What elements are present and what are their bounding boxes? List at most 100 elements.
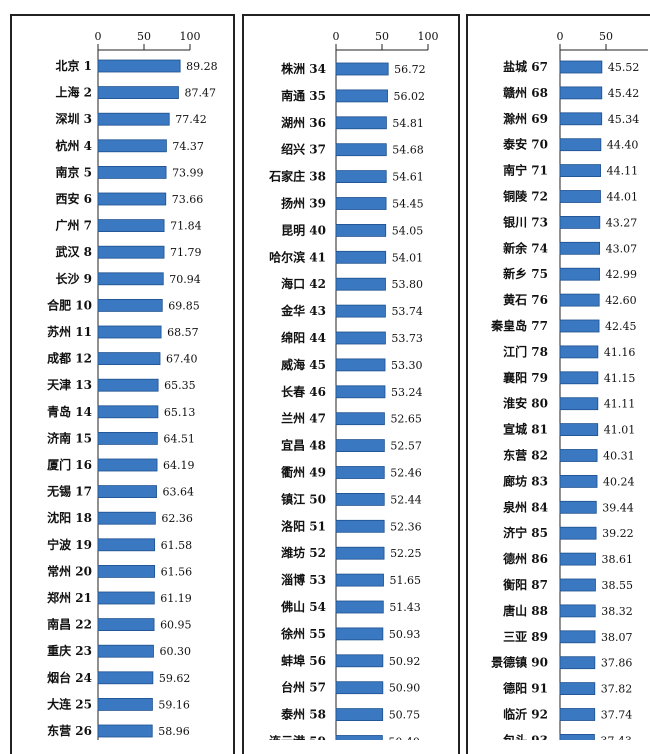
bar [559, 138, 602, 152]
category-label: 大连 25 [47, 696, 92, 711]
value-label: 56.02 [394, 90, 426, 103]
category-label: 三亚 89 [503, 630, 548, 644]
category-label: 淄博 53 [281, 572, 326, 587]
value-label: 52.65 [390, 413, 422, 426]
value-label: 37.74 [601, 709, 633, 722]
bar [97, 192, 167, 206]
value-label: 71.79 [170, 246, 202, 259]
value-label: 50.93 [389, 628, 421, 641]
bar [335, 627, 384, 641]
category-label: 衡阳 87 [503, 577, 548, 592]
category-label: 徐州 55 [280, 626, 326, 641]
category-label: 济宁 85 [503, 525, 548, 540]
category-label: 金华 43 [280, 303, 326, 318]
value-label: 53.30 [391, 359, 423, 372]
value-label: 61.19 [160, 592, 192, 605]
bar [559, 630, 596, 644]
value-label: 38.32 [601, 605, 633, 618]
bar [335, 170, 387, 184]
bar [335, 62, 389, 76]
bar [335, 277, 386, 291]
bar [559, 474, 598, 488]
category-label: 杭州 4 [55, 138, 92, 153]
value-label: 40.24 [603, 475, 635, 488]
category-label: 重庆 23 [47, 643, 92, 658]
value-label: 42.60 [605, 294, 637, 307]
category-label: 广州 7 [55, 218, 92, 233]
bar [335, 573, 384, 587]
bar [97, 431, 158, 445]
category-label: 德州 86 [503, 551, 548, 566]
category-label: 东营 26 [47, 723, 92, 738]
bar [559, 241, 601, 255]
category-label: 南京 5 [55, 164, 92, 179]
value-label: 68.57 [167, 326, 199, 339]
category-label: 襄阳 79 [502, 370, 548, 385]
value-label: 41.01 [604, 424, 636, 437]
bar [97, 219, 165, 233]
category-label: 昆明 40 [281, 223, 326, 237]
value-label: 63.64 [163, 486, 195, 499]
value-label: 51.65 [390, 574, 422, 587]
bar [335, 116, 387, 130]
bar [559, 500, 597, 514]
category-label: 北京 1 [55, 58, 92, 73]
category-label: 台州 57 [281, 680, 326, 695]
bar [559, 345, 599, 359]
bar [559, 526, 597, 540]
value-label: 50.75 [389, 709, 421, 722]
value-label: 39.44 [602, 501, 634, 514]
value-label: 54.61 [392, 171, 424, 184]
bar [97, 698, 153, 711]
category-label: 潍坊 52 [280, 545, 326, 560]
value-label: 45.42 [608, 87, 640, 100]
value-label: 54.81 [392, 117, 424, 130]
panel-frame-1 [10, 14, 235, 754]
x-tick-label: 0 [557, 30, 564, 43]
value-label: 41.11 [604, 398, 636, 411]
value-label: 43.27 [606, 216, 638, 229]
bar [97, 405, 159, 419]
category-label: 洛阳 51 [281, 518, 326, 533]
category-label: 泰安 70 [502, 137, 548, 152]
category-label: 临沂 92 [503, 707, 548, 722]
value-label: 59.62 [159, 672, 191, 685]
value-label: 38.55 [601, 579, 633, 592]
category-label: 沈阳 18 [47, 510, 92, 525]
value-label: 56.72 [394, 63, 426, 76]
value-label: 40.31 [603, 450, 635, 463]
value-label: 43.07 [606, 242, 638, 255]
category-label: 黄石 76 [503, 292, 548, 307]
value-label: 89.28 [186, 60, 218, 73]
value-label: 71.84 [170, 220, 202, 233]
category-label: 湖州 36 [281, 115, 326, 130]
value-label: 59.16 [158, 698, 190, 711]
category-label: 淮安 80 [503, 396, 548, 411]
value-label: 60.95 [160, 619, 192, 632]
bar [559, 164, 601, 178]
bar [97, 245, 165, 259]
value-label: 74.37 [172, 140, 204, 153]
bar [559, 267, 600, 281]
bar [97, 272, 164, 286]
bar [97, 352, 161, 366]
category-label: 烟台 24 [47, 670, 92, 685]
value-label: 37.86 [601, 657, 633, 670]
x-tick-label: 100 [180, 30, 201, 43]
panel-frame-3 [466, 14, 650, 754]
bar [559, 60, 603, 74]
value-label: 41.16 [604, 346, 636, 359]
value-label: 52.57 [390, 440, 422, 453]
value-label: 45.34 [608, 113, 640, 126]
value-label: 41.15 [604, 372, 636, 385]
category-label: 宣城 81 [503, 422, 548, 437]
category-label: 苏州 11 [47, 324, 92, 339]
bar [97, 565, 156, 578]
value-label: 54.01 [392, 251, 424, 264]
value-label: 53.80 [391, 278, 423, 291]
category-label: 唐山 88 [503, 603, 548, 618]
bar [559, 604, 596, 618]
category-label: 海口 42 [281, 276, 326, 291]
value-label: 70.94 [169, 273, 201, 286]
value-label: 61.58 [161, 539, 193, 552]
